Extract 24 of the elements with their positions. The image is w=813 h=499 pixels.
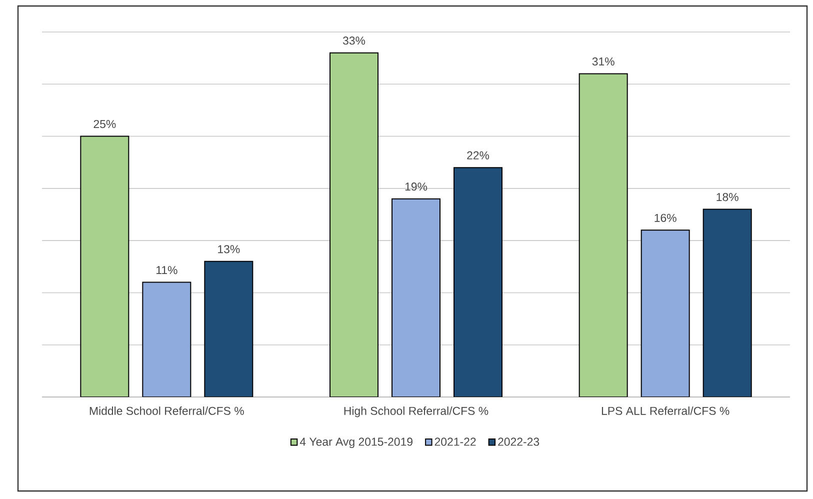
legend-label: 4 Year Avg 2015-2019 bbox=[300, 438, 412, 448]
data-label: 19% bbox=[405, 182, 428, 191]
data-label: 16% bbox=[654, 214, 676, 222]
bar bbox=[640, 230, 690, 397]
bar bbox=[330, 52, 379, 397]
bar bbox=[142, 282, 192, 397]
bar bbox=[454, 167, 503, 397]
bar bbox=[204, 260, 254, 397]
data-label: 33% bbox=[342, 36, 366, 45]
bar bbox=[702, 208, 752, 397]
x-tick-label: High School Referral/CFS % bbox=[344, 406, 488, 418]
data-label: 22% bbox=[467, 151, 490, 160]
data-label: 13% bbox=[218, 245, 240, 254]
data-label: 31% bbox=[592, 57, 614, 66]
data-label: 25% bbox=[94, 120, 116, 128]
bar bbox=[392, 198, 441, 397]
legend-label: 2021-22 bbox=[434, 438, 476, 446]
legend-label: 2022-23 bbox=[498, 438, 540, 446]
data-label: 18% bbox=[716, 192, 738, 202]
x-tick-label: LPS ALL Referral/CFS % bbox=[602, 406, 730, 415]
bar bbox=[578, 73, 628, 397]
data-label: 11% bbox=[156, 266, 178, 274]
x-tick-label: Middle School Referral/CFS % bbox=[90, 406, 244, 415]
bar bbox=[80, 136, 130, 397]
